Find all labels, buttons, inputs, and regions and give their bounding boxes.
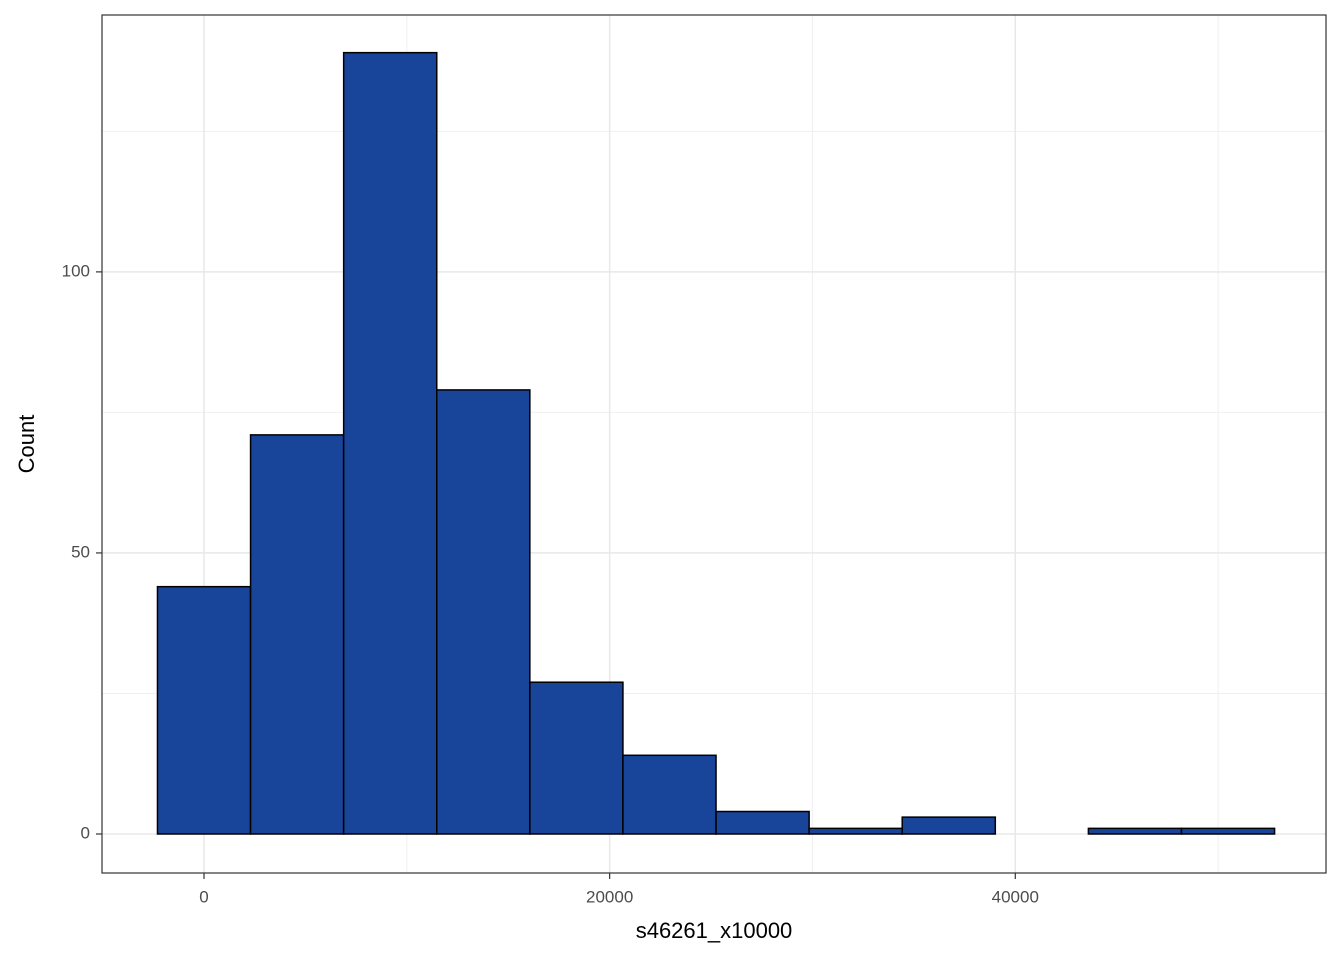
y-tick-label: 100: [62, 261, 90, 280]
bar: [1180, 827, 1276, 835]
panel-border: [101, 14, 1327, 874]
y-tick-label: 0: [81, 823, 90, 842]
bar: [529, 681, 624, 835]
bar: [1087, 827, 1183, 835]
x-tick-label: 0: [199, 887, 208, 906]
bar: [622, 754, 717, 835]
y-tick-label: 50: [71, 542, 90, 561]
bar: [156, 585, 252, 835]
x-tick-label: 20000: [586, 887, 633, 906]
x-axis-title: s46261_x10000: [636, 918, 793, 943]
bar: [715, 810, 810, 835]
bar: [435, 389, 531, 835]
bar: [808, 827, 903, 835]
x-tick-label: 40000: [992, 887, 1039, 906]
bar: [342, 51, 438, 835]
bar: [901, 816, 997, 835]
y-axis-title: Count: [14, 415, 39, 474]
bar: [249, 434, 345, 835]
